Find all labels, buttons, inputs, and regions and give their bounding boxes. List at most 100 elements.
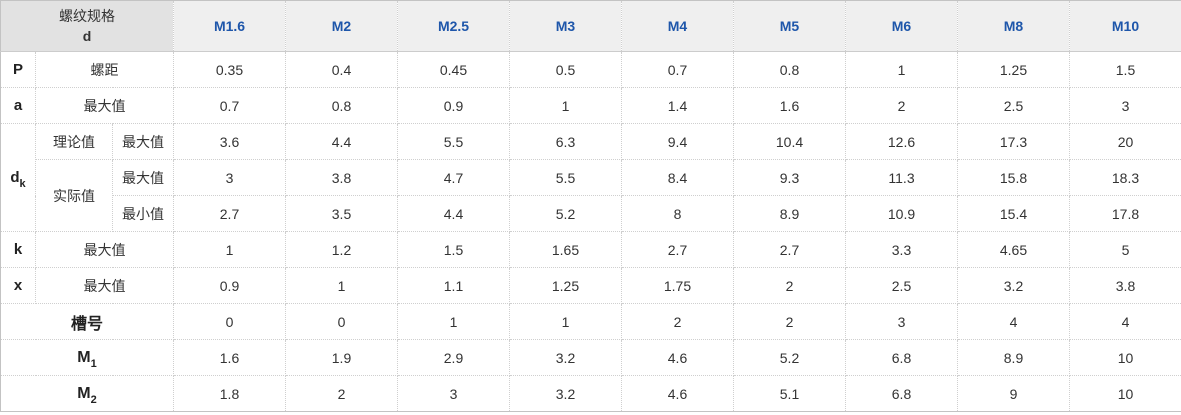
value-cell: 1	[397, 303, 510, 340]
dk-subscript: k	[19, 178, 26, 190]
value-cell: 1	[173, 231, 286, 268]
value-cell: 1.25	[509, 267, 622, 304]
value-cell: 1.65	[509, 231, 622, 268]
row-key-a: a	[0, 87, 36, 124]
value-cell: 15.8	[957, 159, 1070, 196]
value-cell: 0.9	[397, 87, 510, 124]
value-cell: 1.9	[285, 339, 398, 376]
value-cell: 4	[1069, 303, 1181, 340]
value-cell: 6.3	[509, 123, 622, 160]
value-cell: 1.6	[173, 339, 286, 376]
value-cell: 0.4	[285, 51, 398, 88]
value-cell: 0.8	[285, 87, 398, 124]
row-label-actual-min: 最小值	[112, 195, 174, 232]
spec-column-header: M10	[1069, 0, 1181, 52]
value-cell: 2	[285, 375, 398, 412]
value-cell: 3.5	[285, 195, 398, 232]
value-cell: 6.8	[845, 375, 958, 412]
value-cell: 4	[957, 303, 1070, 340]
value-cell: 15.4	[957, 195, 1070, 232]
row-label-theoretical: 理论值	[35, 123, 113, 160]
corner-header-thread-spec: 螺纹规格 d	[0, 0, 174, 52]
value-cell: 2.9	[397, 339, 510, 376]
value-cell: 0.35	[173, 51, 286, 88]
value-cell: 6.8	[845, 339, 958, 376]
row-label-m1: M1	[0, 339, 174, 376]
value-cell: 1	[845, 51, 958, 88]
value-cell: 2.5	[957, 87, 1070, 124]
row-label-x-max: 最大值	[35, 267, 174, 304]
value-cell: 8.9	[957, 339, 1070, 376]
value-cell: 9.3	[733, 159, 846, 196]
spec-column-header: M2	[285, 0, 398, 52]
value-cell: 9.4	[621, 123, 734, 160]
row-label-actual: 实际值	[35, 159, 113, 232]
value-cell: 3	[397, 375, 510, 412]
row-m2: M2 1.8 2 3 3.2 4.6 5.1 6.8 9 10	[0, 375, 1181, 412]
value-cell: 12.6	[845, 123, 958, 160]
value-cell: 1.5	[397, 231, 510, 268]
value-cell: 3.2	[509, 375, 622, 412]
m2-base: M	[77, 384, 91, 402]
spec-column-header: M6	[845, 0, 958, 52]
value-cell: 3.2	[509, 339, 622, 376]
value-cell: 3.3	[845, 231, 958, 268]
value-cell: 2.7	[173, 195, 286, 232]
row-label-actual-max: 最大值	[112, 159, 174, 196]
value-cell: 0	[285, 303, 398, 340]
value-cell: 4.65	[957, 231, 1070, 268]
value-cell: 0.9	[173, 267, 286, 304]
row-m1: M1 1.6 1.9 2.9 3.2 4.6 5.2 6.8 8.9 10	[0, 339, 1181, 376]
value-cell: 3	[1069, 87, 1181, 124]
row-x-max: x 最大值 0.9 1 1.1 1.25 1.75 2 2.5 3.2 3.8	[0, 267, 1181, 304]
row-key-dk: dk	[0, 123, 36, 232]
value-cell: 1	[285, 267, 398, 304]
value-cell: 10.4	[733, 123, 846, 160]
value-cell: 5.5	[509, 159, 622, 196]
value-cell: 10	[1069, 339, 1181, 376]
row-label-k-max: 最大值	[35, 231, 174, 268]
value-cell: 2	[733, 267, 846, 304]
value-cell: 9	[957, 375, 1070, 412]
row-label-theory-max: 最大值	[112, 123, 174, 160]
header-row: 螺纹规格 d M1.6 M2 M2.5 M3 M4 M5 M6 M8 M10	[0, 0, 1181, 52]
corner-sub-d: d	[82, 28, 92, 44]
value-cell: 0	[173, 303, 286, 340]
value-cell: 5.2	[509, 195, 622, 232]
value-cell: 4.4	[285, 123, 398, 160]
value-cell: 8.4	[621, 159, 734, 196]
m1-base: M	[77, 348, 91, 366]
value-cell: 10	[1069, 375, 1181, 412]
spec-column-header: M4	[621, 0, 734, 52]
row-dk-actual-max: 实际值 最大值 3 3.8 4.7 5.5 8.4 9.3 11.3 15.8 18.3	[1, 159, 1181, 232]
value-cell: 1	[509, 87, 622, 124]
m1-subscript: 1	[90, 357, 97, 370]
value-cell: 3.8	[285, 159, 398, 196]
row-pitch: P 螺距 0.35 0.4 0.45 0.5 0.7 0.8 1 1.25 1.5	[0, 51, 1181, 88]
value-cell: 2	[845, 87, 958, 124]
value-cell: 4.6	[621, 375, 734, 412]
value-cell: 3.8	[1069, 267, 1181, 304]
value-cell: 1.5	[1069, 51, 1181, 88]
value-cell: 5	[1069, 231, 1181, 268]
value-cell: 0.7	[173, 87, 286, 124]
row-key-x: x	[0, 267, 36, 304]
row-label-slot-number: 槽号	[0, 303, 174, 340]
value-cell: 17.8	[1069, 195, 1181, 232]
spec-column-header: M2.5	[397, 0, 510, 52]
value-cell: 2.7	[621, 231, 734, 268]
value-cell: 3	[845, 303, 958, 340]
dk-base: d	[10, 169, 20, 186]
value-cell: 1.6	[733, 87, 846, 124]
value-cell: 0.7	[621, 51, 734, 88]
row-key-k: k	[0, 231, 36, 268]
spec-column-header: M3	[509, 0, 622, 52]
value-cell: 3.2	[957, 267, 1070, 304]
value-cell: 17.3	[957, 123, 1070, 160]
row-k-max: k 最大值 1 1.2 1.5 1.65 2.7 2.7 3.3 4.65 5	[0, 231, 1181, 268]
value-cell: 2.5	[845, 267, 958, 304]
value-cell: 5.1	[733, 375, 846, 412]
value-cell: 5.5	[397, 123, 510, 160]
